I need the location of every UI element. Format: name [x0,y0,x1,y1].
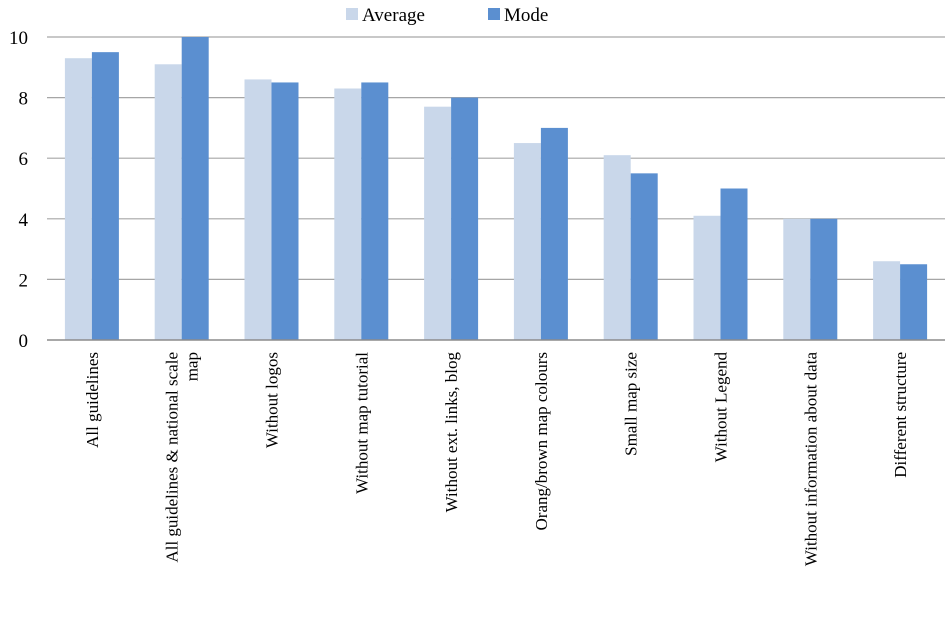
legend-label-mode: Mode [504,5,548,26]
bars [64,37,928,341]
legend-label-average: Average [362,5,425,26]
x-category-label: All guidelines [83,352,102,448]
y-axis-tick-labels: 0 2 4 6 8 10 [9,28,29,352]
x-category-label: Small map size [622,352,641,456]
bar-average-3 [244,79,272,341]
bar-average-10 [873,261,901,340]
y-tick-label: 8 [19,89,29,110]
y-tick-label: 0 [19,331,29,352]
y-tick-label: 2 [19,270,29,291]
bar-mode-4 [361,82,389,340]
y-tick-label: 6 [19,149,29,170]
bar-average-1 [64,58,92,341]
bar-average-5 [424,106,452,340]
bar-average-2 [154,64,182,341]
legend: Average Mode [346,5,548,26]
bar-mode-5 [451,97,479,340]
legend-swatch-mode [488,8,500,20]
x-category-label: Without ext. links, blog [442,352,461,513]
bar-mode-8 [720,188,748,340]
x-category-label: Without map tutorial [352,352,371,494]
bar-mode-10 [900,264,928,340]
bar-mode-3 [271,82,299,340]
y-tick-label: 4 [19,210,29,231]
bar-average-8 [693,215,721,340]
bar-average-7 [603,155,631,340]
bar-average-6 [513,143,541,340]
y-tick-label: 10 [9,28,28,49]
x-category-label: Different structure [891,352,910,478]
x-category-label: Without logos [263,352,282,448]
x-category-label: Without information about data [801,352,820,567]
legend-swatch-average [346,8,358,20]
bar-mode-7 [630,173,658,340]
bar-mode-6 [540,127,568,341]
bar-average-9 [783,218,811,340]
x-category-label: Without Legend [712,352,731,463]
bar-average-4 [334,88,362,340]
x-category-label: map [183,352,202,381]
x-category-label: Orang/brown map colours [532,352,551,530]
x-axis-category-labels: All guidelines All guidelines & national … [83,352,910,567]
bar-mode-9 [810,218,838,340]
x-category-label: All guidelines & national scale [163,352,182,563]
bar-mode-2 [181,37,209,340]
bar-mode-1 [91,52,119,341]
